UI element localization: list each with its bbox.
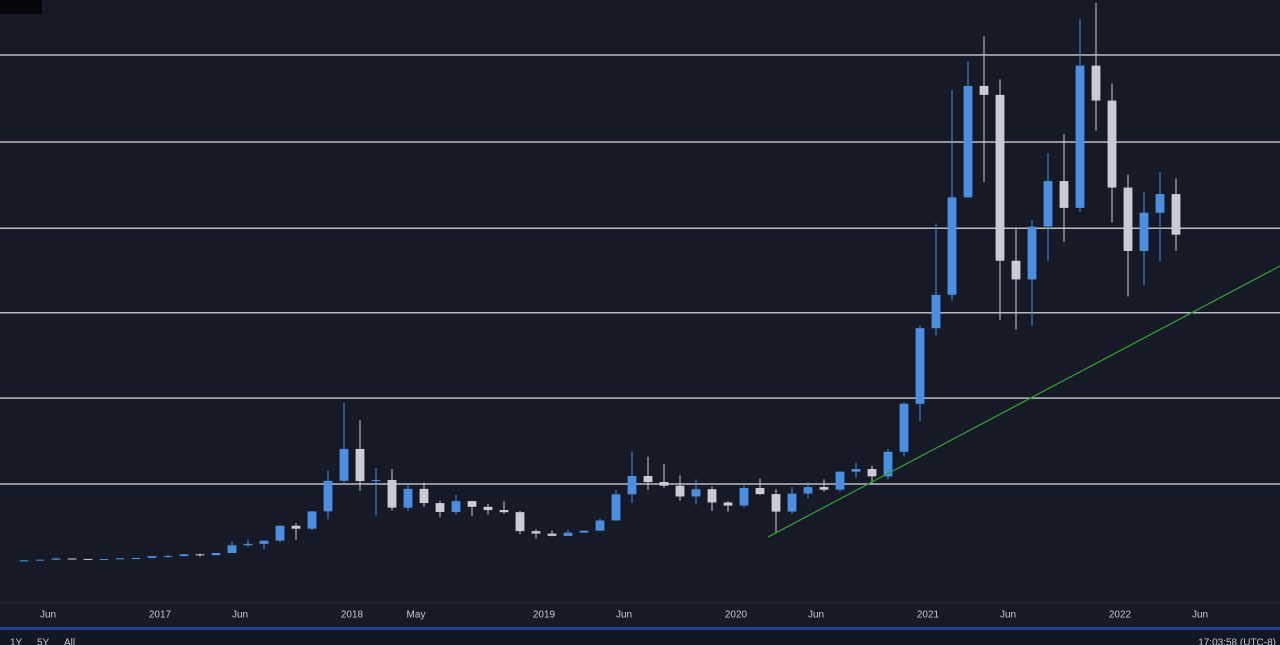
candle-body (35, 559, 45, 561)
candle-body (787, 493, 797, 512)
toolbar-border (0, 627, 1280, 630)
candle-body (835, 471, 845, 490)
candle-body (227, 545, 237, 554)
candle-body (563, 532, 573, 536)
candle-body (595, 520, 605, 531)
candle-body (67, 558, 77, 560)
x-tick-label: 2018 (341, 610, 364, 621)
candle-body (451, 501, 461, 512)
range-button[interactable]: 1Y (10, 638, 23, 645)
candle-body (307, 511, 317, 529)
candle-body (675, 485, 685, 497)
trendline (767, 265, 1280, 538)
candle-body (547, 533, 557, 536)
candle-body (659, 482, 669, 486)
candle-body (883, 451, 893, 477)
candle-body (691, 489, 701, 497)
candle-body (643, 476, 653, 483)
candle-body (1027, 226, 1037, 280)
candle-body (1123, 187, 1133, 251)
candle-body (707, 489, 717, 503)
candle-body (163, 556, 173, 558)
candle-body (739, 487, 749, 506)
candle-body (211, 553, 221, 556)
candle-body (259, 540, 269, 544)
candle-body (147, 556, 157, 558)
x-tick-label: 2020 (725, 610, 748, 621)
candle-body (83, 558, 93, 560)
x-tick-label: 2022 (1109, 610, 1132, 621)
candle-body (515, 512, 525, 532)
candle-body (403, 488, 413, 508)
candle-body (419, 488, 429, 504)
candle-body (179, 554, 189, 557)
candle-body (979, 85, 989, 95)
candle-body (291, 525, 301, 529)
candle-body (499, 510, 509, 513)
x-tick-label: Jun (232, 610, 248, 621)
candle-body (1155, 194, 1165, 213)
candle-body (851, 469, 861, 472)
candle-body (339, 448, 349, 481)
candle-body (1059, 181, 1069, 208)
candle-body (899, 403, 909, 452)
candle-body (1139, 212, 1149, 251)
candle-body (995, 94, 1005, 261)
candle-body (371, 480, 381, 482)
candle-body (1107, 100, 1117, 188)
range-button[interactable]: 5Y (37, 638, 50, 645)
candle-body (243, 543, 253, 546)
candle-body (131, 557, 141, 559)
candle-body (51, 558, 61, 560)
candle-body (19, 560, 29, 562)
candle-body (99, 559, 109, 561)
candle-body (963, 85, 973, 198)
candle-body (867, 469, 877, 477)
candle-body (947, 197, 957, 295)
candle-body (627, 476, 637, 495)
candle-body (803, 487, 813, 494)
x-tick-label: Jun (1000, 610, 1016, 621)
candle-body (771, 494, 781, 512)
range-button[interactable]: All (64, 638, 75, 645)
candle-body (1075, 65, 1085, 208)
candle-body (611, 494, 621, 521)
candle-body (483, 506, 493, 511)
x-tick-label: Jun (616, 610, 632, 621)
x-tick-label: May (407, 610, 426, 621)
candle-body (915, 328, 925, 404)
x-tick-label: Jun (1192, 610, 1208, 621)
x-tick-label: Jun (40, 610, 56, 621)
corner-badge (0, 0, 42, 14)
candle-body (579, 530, 589, 533)
candle-body (275, 525, 285, 541)
candle-body (819, 487, 829, 490)
candle-body (1171, 194, 1181, 235)
x-tick-label: Jun (808, 610, 824, 621)
candle-body (531, 531, 541, 534)
candle-body (755, 487, 765, 495)
x-tick-label: 2019 (533, 610, 556, 621)
candle-body (723, 502, 733, 506)
candle-body (195, 554, 205, 556)
candle-body (355, 448, 365, 482)
candle-body (387, 480, 397, 508)
candle-body (1091, 65, 1101, 101)
candle-body (467, 501, 477, 507)
clock: 17:03:58 (UTC-8) (1198, 638, 1276, 645)
candle-body (115, 558, 125, 560)
candle-body (1011, 260, 1021, 280)
x-tick-label: 2017 (149, 610, 172, 621)
candle-body (435, 503, 445, 512)
toolbar (0, 630, 1280, 645)
x-tick-label: 2021 (917, 610, 940, 621)
candle-body (1043, 181, 1053, 227)
candle-body (931, 294, 941, 329)
candle-body (323, 480, 333, 512)
